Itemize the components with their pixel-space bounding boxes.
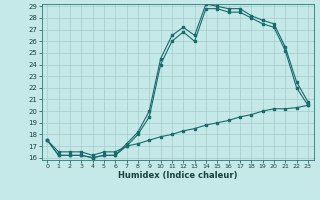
- X-axis label: Humidex (Indice chaleur): Humidex (Indice chaleur): [118, 171, 237, 180]
